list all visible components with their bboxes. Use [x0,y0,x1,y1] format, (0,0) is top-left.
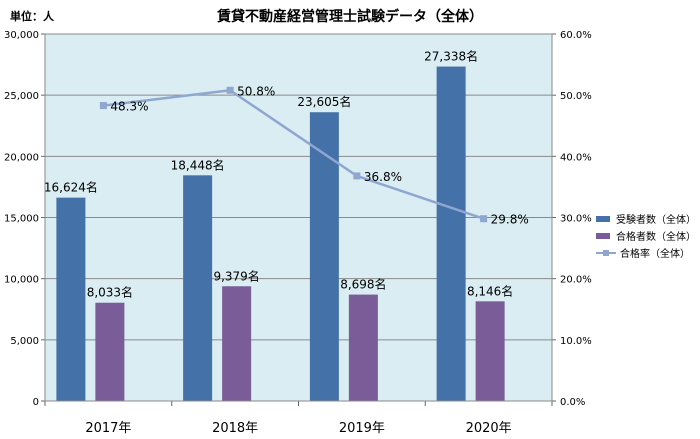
chart-title: 賃貸不動産経営管理士試験データ（全体） [217,9,483,25]
marker-pass-rate [99,102,107,110]
data-label-applicants: 23,605名 [297,94,351,109]
data-label-applicants: 18,448名 [171,157,225,172]
data-label-pass-rate: 36.8% [364,170,402,184]
y-left-tick-label: 0 [33,397,39,408]
data-label-passers: 8,698名 [340,277,386,292]
data-label-applicants: 16,624名 [44,180,98,195]
data-label-passers: 8,033名 [87,285,133,300]
legend-item-passers: 合格者数（全体） [596,227,696,244]
bar-passers [222,286,252,401]
data-label-pass-rate: 48.3% [110,100,148,114]
data-label-pass-rate: 50.8% [237,84,275,98]
y-right-tick-label: 10.0% [560,336,592,347]
plot-border [44,33,553,402]
x-tick-label: 2017年 [85,421,131,436]
legend-item-applicants: 受験者数（全体） [596,210,696,227]
x-tick-label: 2020年 [466,421,512,436]
legend-item-pass-rate: 合格率（全体） [596,244,696,261]
x-tick-label: 2018年 [212,421,258,436]
legend-label-passers: 合格者数（全体） [616,232,696,243]
line-pass-rate [103,88,485,220]
marker-pass-rate [353,172,361,180]
bar-applicants [309,112,339,401]
y-right-tick-label: 30.0% [560,214,592,225]
y-right-tick-label: 0.0% [560,397,585,408]
legend-label-pass-rate: 合格率（全体） [620,249,690,260]
y-right-tick-label: 20.0% [560,275,592,286]
bar-applicants [183,175,213,401]
bar-applicants [436,66,466,402]
y-left-tick-label: 25,000 [4,91,39,102]
legend-line-pass-rate [596,248,616,258]
data-label-pass-rate: 29.8% [491,213,529,227]
x-tick-label: 2019年 [339,421,385,436]
bar-passers [475,301,505,401]
y-left-tick-label: 15,000 [4,214,39,225]
legend-swatch-passers [596,232,610,239]
data-label-passers: 9,379名 [213,268,259,283]
legend-swatch-applicants [596,215,610,222]
data-label-passers: 8,146名 [467,283,513,298]
y-left-tick-label: 10,000 [4,275,39,286]
y-right-tick-label: 40.0% [560,152,592,163]
bar-passers [348,294,378,401]
data-label-applicants: 27,338名 [424,49,478,64]
y-left-tick-label: 20,000 [4,152,39,163]
legend: 受験者数（全体） 合格者数（全体） 合格率（全体） [596,210,696,261]
marker-pass-rate [480,215,488,223]
y-left-tick-label: 5,000 [10,336,39,347]
legend-label-applicants: 受験者数（全体） [616,215,696,226]
y-left-tick-label: 30,000 [4,30,39,41]
y-right-tick-label: 50.0% [560,91,592,102]
marker-pass-rate [226,86,234,94]
bar-passers [95,302,125,401]
y-right-tick-label: 60.0% [560,30,592,41]
unit-label: 単位：人 [10,10,54,23]
bar-applicants [56,197,86,401]
